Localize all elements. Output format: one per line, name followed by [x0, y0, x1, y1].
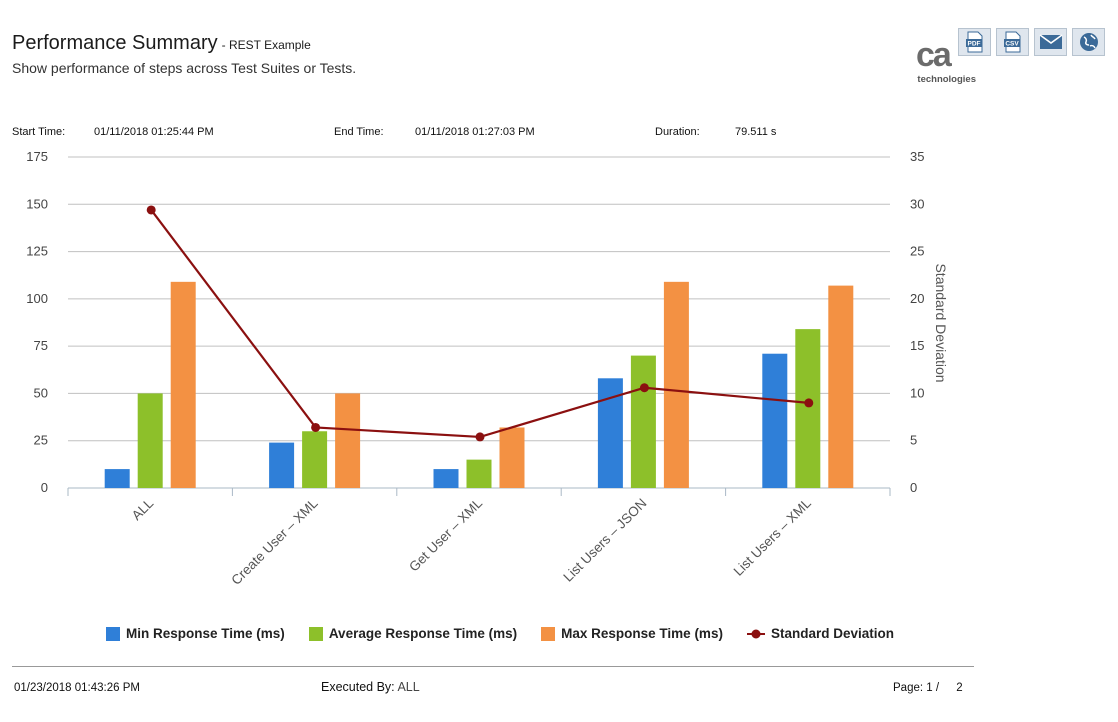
y-tick-label: 150 [26, 196, 48, 211]
chart-area: 0 25 50 75 100 125 150 175 0 5 10 15 20 25 30 35 Standar… [0, 140, 1000, 610]
bar [433, 469, 459, 488]
executed-by: Executed By: ALL [321, 680, 420, 694]
y2-tick-label: 5 [910, 433, 917, 448]
generated-timestamp: 01/23/2018 01:43:26 PM [14, 682, 140, 694]
legend-swatch [308, 626, 323, 641]
globe-button[interactable] [1072, 28, 1105, 56]
legend-swatch [541, 626, 556, 641]
legend-label: Standard Deviation [770, 626, 894, 641]
y-tick-label: 125 [26, 244, 48, 259]
csv-icon: CSV [1003, 31, 1020, 53]
email-icon [1039, 34, 1062, 49]
std-dev-point [639, 383, 649, 393]
bar [663, 281, 689, 488]
x-tick-label: List Users – XML [731, 495, 815, 579]
y2-tick-label: 15 [910, 338, 924, 353]
page-title: Performance Summary [12, 32, 218, 54]
legend-label: Average Response Time (ms) [328, 626, 518, 641]
std-dev-point [475, 432, 485, 442]
logo-mark: ca [916, 36, 953, 74]
start-time-label: Start Time: [12, 126, 66, 138]
bar [499, 427, 525, 488]
std-dev-line [150, 209, 809, 439]
bar [104, 469, 130, 488]
page-label: Page: 1 / [893, 682, 940, 694]
bar [137, 393, 163, 488]
csv-icon-label: CSV [1005, 41, 1019, 48]
x-tick-label: Get User – XML [406, 495, 485, 574]
std-dev-point [804, 398, 814, 408]
legend-label: Max Response Time (ms) [561, 626, 723, 641]
legend-swatch [106, 626, 121, 641]
y2-tick-label: 30 [910, 196, 924, 211]
legend-item[interactable]: Average Response Time (ms) [308, 626, 518, 641]
y-tick-label: 50 [34, 385, 48, 400]
std-dev-point [146, 205, 156, 215]
export-pdf-button[interactable]: PDF [958, 28, 991, 56]
end-time-label: End Time: [334, 126, 384, 138]
footer-divider [12, 666, 974, 667]
page-subtitle: - REST Example [221, 38, 311, 52]
legend-swatch [746, 629, 765, 638]
bar [795, 329, 821, 488]
start-time-value: 01/11/2018 01:25:44 PM [94, 126, 214, 138]
page-description: Show performance of steps across Test Su… [12, 60, 357, 76]
executed-by-value: ALL [397, 680, 420, 694]
page-indicator: Page: 1 / 2 [893, 682, 963, 694]
export-toolbar: PDF CSV [958, 28, 1105, 56]
y-tick-label: 175 [26, 149, 48, 164]
bar [828, 285, 854, 488]
x-tick-label: ALL [129, 495, 157, 523]
company-logo: ca technologies [914, 36, 976, 86]
x-tick-label: Create User – XML [228, 495, 321, 588]
performance-chart: 0 25 50 75 100 125 150 175 0 5 10 15 20 25 30 35 Standar… [26, 149, 949, 588]
bar [762, 353, 788, 488]
y-tick-label: 75 [34, 338, 48, 353]
std-dev-point [311, 422, 321, 432]
y2-tick-label: 25 [910, 244, 924, 259]
duration-value: 79.511 s [735, 126, 777, 138]
legend-label: Min Response Time (ms) [126, 626, 285, 641]
legend-item[interactable]: Max Response Time (ms) [541, 626, 723, 641]
page-total: 2 [956, 682, 963, 694]
y2-tick-label: 20 [910, 291, 924, 306]
bar [170, 281, 196, 488]
pdf-icon-label: PDF [967, 41, 980, 48]
page-title-block: Performance Summary - REST Example [12, 32, 311, 55]
y-tick-label: 100 [26, 291, 48, 306]
y2-tick-label: 35 [910, 149, 924, 164]
y-tick-label: 0 [41, 480, 48, 495]
bar [597, 378, 623, 488]
bar [335, 393, 361, 488]
legend-item[interactable]: Standard Deviation [746, 626, 894, 641]
x-tick-label: List Users – JSON [560, 496, 649, 585]
legend-item[interactable]: Min Response Time (ms) [106, 626, 285, 641]
executed-by-label: Executed By: [321, 680, 395, 694]
logo-text: technologies [917, 74, 976, 85]
bar [466, 459, 492, 488]
end-time-value: 01/11/2018 01:27:03 PM [415, 126, 535, 138]
bar [269, 442, 295, 488]
y2-tick-label: 0 [910, 480, 917, 495]
bar [630, 355, 656, 488]
y2-tick-label: 10 [910, 385, 924, 400]
y-tick-label: 25 [34, 433, 48, 448]
y2-axis-title: Standard Deviation [933, 263, 949, 382]
export-csv-button[interactable]: CSV [996, 28, 1029, 56]
chart-legend: Min Response Time (ms) Average Response T… [0, 626, 1000, 641]
pdf-icon: PDF [965, 31, 982, 53]
bar [302, 431, 328, 488]
globe-icon [1079, 33, 1098, 51]
duration-label: Duration: [655, 126, 700, 138]
email-report-button[interactable] [1034, 28, 1067, 56]
